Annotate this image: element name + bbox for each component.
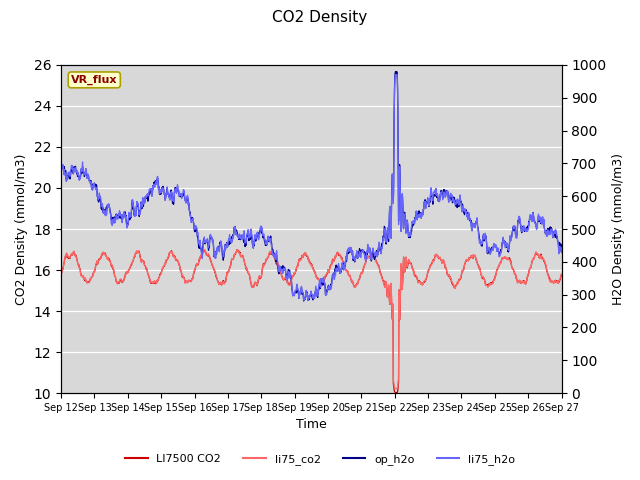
li75_h2o [57, 168, 65, 173]
li75_h2o [301, 296, 308, 302]
li75_co2 [57, 271, 65, 276]
op_h2o [287, 276, 295, 282]
op_h2o [300, 298, 307, 304]
LI7500 CO2 [57, 271, 65, 276]
li75_h2o [392, 72, 399, 78]
li75_h2o [305, 298, 312, 303]
li75_co2 [233, 247, 241, 252]
Line: li75_co2: li75_co2 [61, 250, 561, 388]
li75_co2 [543, 269, 551, 275]
LI7500 CO2 [233, 247, 241, 252]
li75_co2 [557, 271, 565, 277]
Y-axis label: CO2 Density (mmol/m3): CO2 Density (mmol/m3) [15, 153, 28, 305]
LI7500 CO2 [544, 271, 552, 276]
LI7500 CO2 [301, 251, 308, 257]
li75_h2o [557, 250, 565, 256]
Text: CO2 Density: CO2 Density [273, 10, 367, 24]
LI7500 CO2 [452, 283, 460, 289]
op_h2o [57, 168, 65, 174]
li75_h2o [287, 276, 295, 281]
Legend: LI7500 CO2, li75_co2, op_h2o, li75_h2o: LI7500 CO2, li75_co2, op_h2o, li75_h2o [121, 450, 519, 469]
op_h2o [544, 229, 552, 235]
op_h2o [301, 295, 308, 301]
op_h2o [83, 172, 90, 178]
li75_h2o [544, 231, 552, 237]
LI7500 CO2 [392, 390, 399, 396]
op_h2o [543, 227, 551, 232]
LI7500 CO2 [83, 278, 90, 284]
Y-axis label: H2O Density (mmol/m3): H2O Density (mmol/m3) [612, 153, 625, 305]
li75_h2o [543, 228, 551, 234]
X-axis label: Time: Time [296, 419, 326, 432]
LI7500 CO2 [287, 276, 295, 282]
Text: VR_flux: VR_flux [71, 75, 118, 85]
Line: LI7500 CO2: LI7500 CO2 [61, 250, 561, 393]
Line: li75_h2o: li75_h2o [61, 75, 561, 300]
li75_h2o [452, 202, 460, 207]
li75_co2 [544, 270, 552, 276]
li75_h2o [83, 170, 90, 176]
li75_co2 [392, 385, 399, 391]
li75_co2 [301, 251, 308, 257]
op_h2o [392, 69, 399, 74]
li75_co2 [287, 276, 295, 282]
LI7500 CO2 [557, 272, 565, 278]
op_h2o [557, 247, 565, 253]
op_h2o [452, 203, 460, 209]
LI7500 CO2 [543, 270, 551, 276]
li75_co2 [83, 278, 90, 284]
Line: op_h2o: op_h2o [61, 72, 561, 301]
li75_co2 [452, 283, 460, 289]
